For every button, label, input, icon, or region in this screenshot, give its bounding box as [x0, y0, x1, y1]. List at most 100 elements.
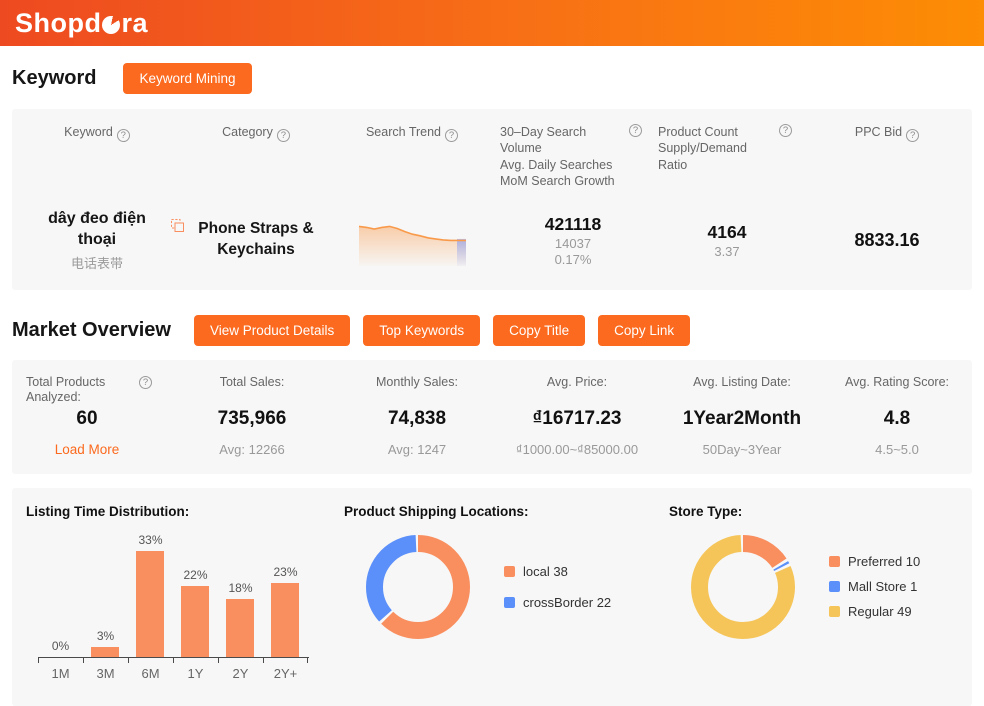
daily-searches-value: 14037 [554, 235, 592, 251]
keyword-section-bar: Keyword Keyword Mining [12, 63, 972, 94]
avg-rating-value: 4.8 [883, 407, 911, 429]
stat-avg-rating: Avg. Rating Score: 4.8 4.5~5.0 [822, 375, 972, 457]
bar-value-label: 18% [228, 581, 253, 595]
legend-item[interactable]: Mall Store 1 [829, 579, 920, 594]
shipping-legend: local 38 crossBorder 22 [504, 548, 611, 626]
col-header-search-trend: Search Trend [330, 124, 494, 189]
stat-avg-listing-date: Avg. Listing Date: 1Year2Month 50Day~3Ye… [662, 375, 822, 457]
copy-title-button[interactable]: Copy Title [493, 314, 586, 346]
bar-value-label: 0% [51, 638, 70, 653]
product-count-cell: 4164 3.37 [652, 222, 802, 259]
mom-growth-value: 0.17% [554, 251, 592, 267]
legend-label: Mall Store 1 [848, 579, 918, 595]
header-bar: Shopd ra [0, 0, 984, 46]
view-product-details-button[interactable]: View Product Details [193, 314, 351, 346]
avg-price-value: ₫16717.23 [532, 407, 622, 429]
avg-listing-date-value: 1Year2Month [682, 407, 802, 429]
x-axis-label: 2Y+ [273, 665, 298, 681]
legend-label: Preferred 10 [848, 554, 921, 570]
search-volume-cell: 421118 14037 0.17% [494, 214, 652, 267]
help-icon[interactable] [139, 375, 152, 389]
total-sales-value: 735,966 [217, 407, 287, 429]
help-icon[interactable] [779, 124, 792, 137]
keyword-text: dây đeo điện thoại [34, 209, 184, 251]
store-type-block: Store Type: Preferred 10 Mall Store 1 Regu… [669, 504, 958, 696]
legend-swatch [829, 581, 840, 593]
listing-date-range: 50Day~3Year [702, 441, 782, 457]
stat-total-products: Total Products Analyzed: 60 Load More [12, 375, 162, 457]
keyword-table: Keyword Category Search Trend 30–Day Sea… [12, 109, 972, 290]
rating-range: 4.5~5.0 [875, 441, 919, 457]
shipping-donut-chart [366, 534, 470, 639]
help-icon[interactable] [116, 129, 130, 142]
listing-time-title: Listing Time Distribution: [26, 503, 190, 519]
help-icon[interactable] [276, 129, 290, 142]
total-products-value: 60 [76, 407, 98, 429]
help-icon[interactable] [445, 129, 459, 142]
top-keywords-button[interactable]: Top Keywords [363, 314, 481, 346]
ppc-bid-value: 8833.16 [854, 229, 920, 250]
x-axis-label: 6M [141, 665, 160, 681]
legend-swatch [829, 606, 840, 618]
x-axis-label: 1M [51, 665, 70, 681]
search-volume-value: 421118 [544, 213, 602, 234]
keyword-section-title: Keyword [12, 67, 97, 89]
listing-time-block: Listing Time Distribution: 0% 3% 33% 22% 18%… [26, 504, 344, 696]
x-axis-label: 1Y [187, 665, 204, 681]
price-range: ₫1000.00~₫85000.00 [515, 441, 639, 457]
shipping-title: Product Shipping Locations: [344, 503, 529, 519]
bar-value-label: 3% [96, 629, 115, 643]
x-axis-label: 2Y [232, 665, 249, 681]
supply-demand-ratio-value: 3.37 [714, 243, 740, 259]
legend-label: local 38 [523, 563, 568, 579]
stats-panel: Total Products Analyzed: 60 Load More To… [12, 359, 972, 474]
legend-item[interactable]: Preferred 10 [829, 554, 920, 569]
logo-text-right: ra [121, 7, 149, 38]
keyword-table-header: Keyword Category Search Trend 30–Day Sea… [12, 124, 972, 189]
total-sales-avg: Avg: 12266 [219, 441, 285, 457]
keyword-translation: 电话表带 [70, 255, 123, 271]
bar-value-label: 33% [138, 533, 163, 547]
category-cell: Phone Straps & Keychains [198, 220, 314, 259]
product-count-value: 4164 [707, 221, 747, 242]
store-type-donut-chart [691, 534, 795, 639]
legend-item[interactable]: crossBorder 22 [504, 595, 611, 610]
search-trend-cell [330, 212, 494, 269]
logo-pie-icon [102, 16, 121, 34]
legend-swatch [829, 556, 840, 568]
copy-keyword-icon[interactable] [170, 218, 185, 240]
shopdora-logo: Shopd ra [15, 8, 148, 39]
col-header-category: Category [182, 124, 330, 189]
legend-label: crossBorder 22 [523, 594, 612, 610]
table-row: dây đeo điện thoại 电话表带 Phone Straps & K… [12, 209, 972, 272]
listing-time-chart: 0% 3% 33% 22% 18% 23% 1M 3M 6M 1Y 2Y 2Y+ [38, 529, 309, 681]
market-overview-bar: Market Overview View Product Details Top… [12, 314, 972, 346]
col-header-search-volume: 30–Day Search Volume Avg. Daily Searches… [494, 124, 652, 189]
store-type-legend: Preferred 10 Mall Store 1 Regular 49 [829, 544, 920, 629]
legend-item[interactable]: local 38 [504, 564, 611, 579]
copy-link-button[interactable]: Copy Link [598, 314, 691, 346]
search-trend-chart [358, 225, 466, 266]
col-header-keyword: Keyword [12, 124, 182, 189]
legend-label: Regular 49 [848, 604, 912, 620]
stat-monthly-sales: Monthly Sales: 74,838 Avg: 1247 [342, 375, 492, 457]
stat-total-sales: Total Sales: 735,966 Avg: 12266 [162, 375, 342, 457]
col-header-product-count: Product Count Supply/Demand Ratio [652, 124, 802, 189]
monthly-sales-avg: Avg: 1247 [387, 441, 447, 457]
bar-value-label: 22% [183, 568, 208, 583]
bar-value-label: 23% [273, 565, 298, 579]
charts-panel: Listing Time Distribution: 0% 3% 33% 22% 18%… [12, 487, 972, 706]
help-icon[interactable] [629, 124, 642, 137]
legend-swatch [504, 565, 515, 577]
load-more-link[interactable]: Load More [54, 441, 120, 457]
stat-avg-price: Avg. Price: ₫16717.23 ₫1000.00~₫85000.00 [492, 375, 662, 457]
shipping-block: Product Shipping Locations: local 38 cros… [344, 504, 669, 696]
legend-item[interactable]: Regular 49 [829, 604, 920, 619]
col-header-ppc-bid: PPC Bid [802, 124, 972, 189]
logo-text-left: Shopd [15, 7, 102, 38]
x-axis-label: 3M [96, 665, 115, 681]
keyword-mining-button[interactable]: Keyword Mining [123, 63, 252, 94]
market-overview-title: Market Overview [12, 318, 171, 341]
help-icon[interactable] [906, 129, 920, 142]
keyword-cell: dây đeo điện thoại 电话表带 [12, 209, 184, 272]
